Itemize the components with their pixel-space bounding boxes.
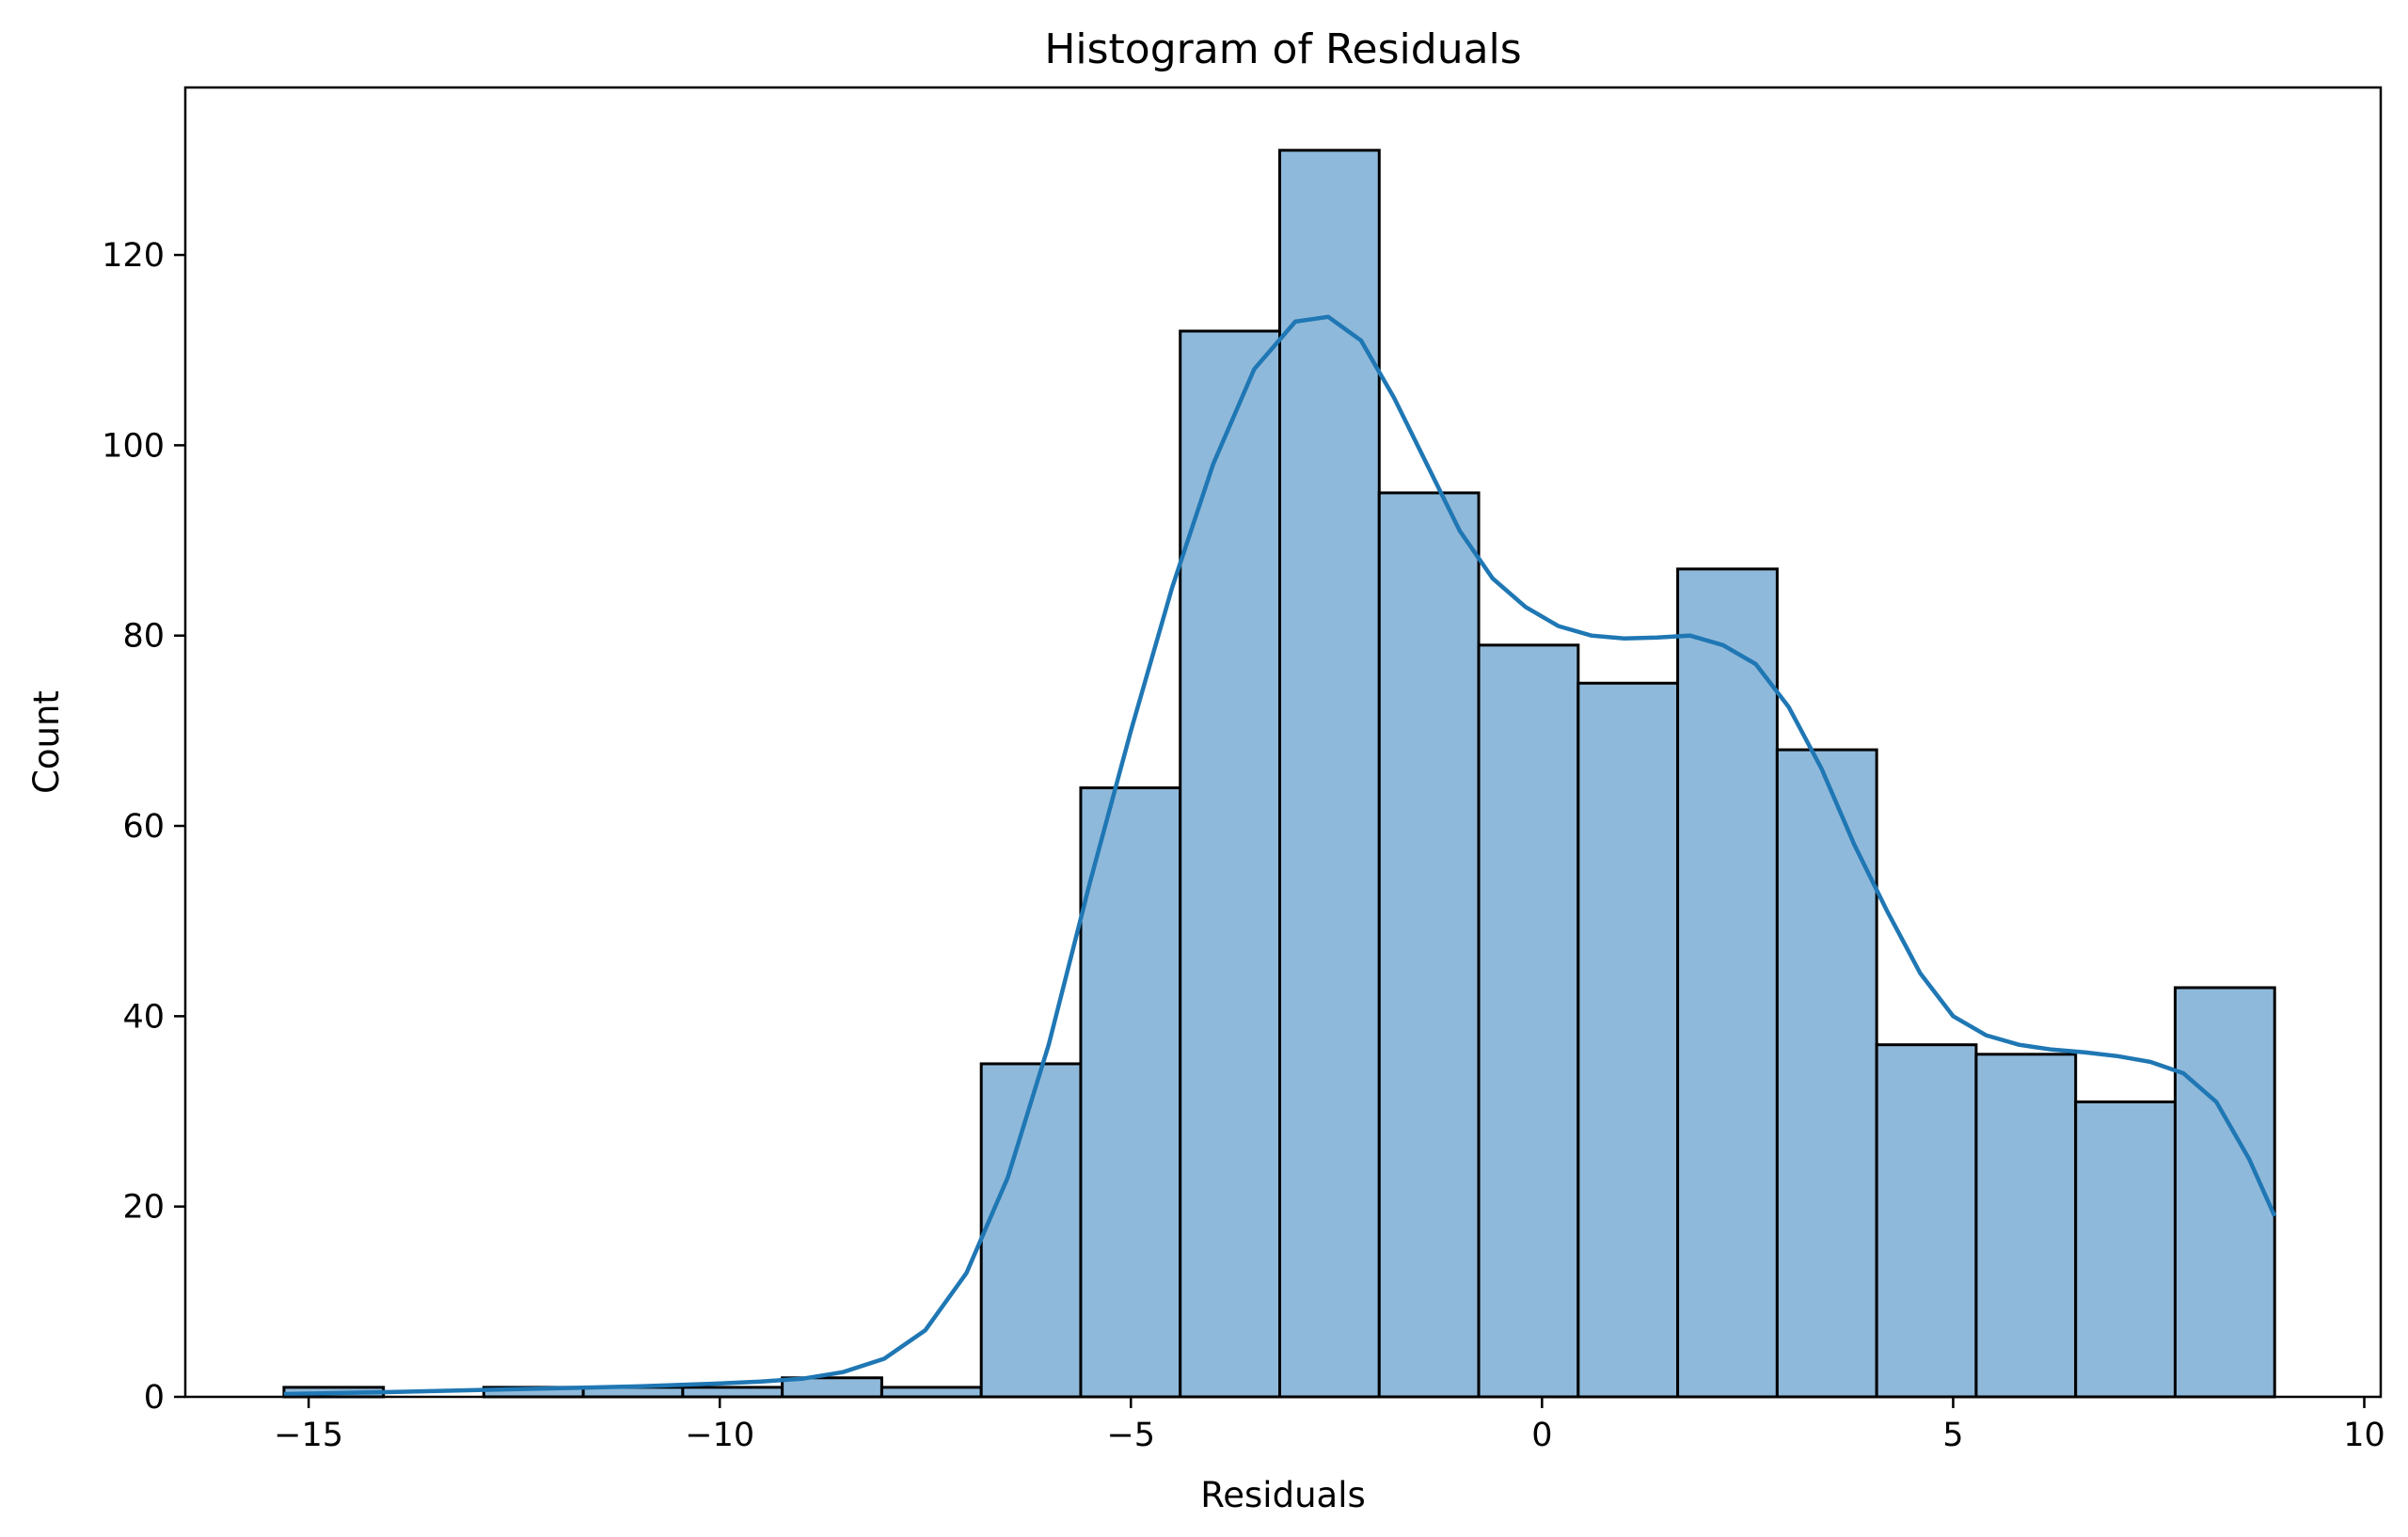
histogram-bar: [1676, 567, 1779, 1399]
plot-frame: [183, 86, 2383, 1399]
x-axis: −15 −10 −5 0 5 10: [274, 1397, 2385, 1454]
histogram-bar: [2074, 1100, 2177, 1399]
histogram-bar: [1875, 1043, 1978, 1399]
x-tick-label: 5: [1942, 1417, 1963, 1454]
y-tick-label: 60: [122, 808, 165, 846]
y-tick-label: 80: [122, 618, 165, 656]
y-tick-label: 100: [102, 427, 165, 465]
x-tick-label: 0: [1531, 1417, 1552, 1454]
y-axis-label: Count: [26, 690, 67, 794]
y-tick-label: 40: [122, 998, 165, 1036]
chart-title: Histogram of Residuals: [1044, 25, 1521, 73]
x-tick-label: −5: [1106, 1417, 1155, 1454]
histogram-bar: [2173, 986, 2276, 1399]
y-tick-label: 120: [102, 237, 165, 275]
histogram-bar: [1477, 643, 1580, 1399]
y-tick-label: 20: [122, 1189, 165, 1227]
histogram-bar: [1377, 491, 1481, 1399]
histogram-bar: [1974, 1053, 2078, 1399]
histogram-bar: [1576, 681, 1680, 1399]
x-tick-label: −15: [274, 1417, 343, 1454]
y-tick-label: 0: [144, 1379, 165, 1417]
histogram-bar: [979, 1062, 1083, 1399]
histogram-bar: [1278, 149, 1381, 1399]
histogram-bar: [1775, 748, 1878, 1399]
x-tick-label: 10: [2343, 1417, 2385, 1454]
histogram-bar: [1179, 329, 1282, 1399]
y-axis: 0 20 40 60 80 100 120: [102, 237, 185, 1417]
histogram-bar: [879, 1386, 983, 1399]
x-tick-label: −10: [685, 1417, 754, 1454]
kde-curve: [283, 314, 2277, 1397]
x-axis-label: Residuals: [1200, 1475, 1366, 1515]
histogram-bar: [1079, 786, 1182, 1399]
histogram-bar: [681, 1386, 784, 1399]
